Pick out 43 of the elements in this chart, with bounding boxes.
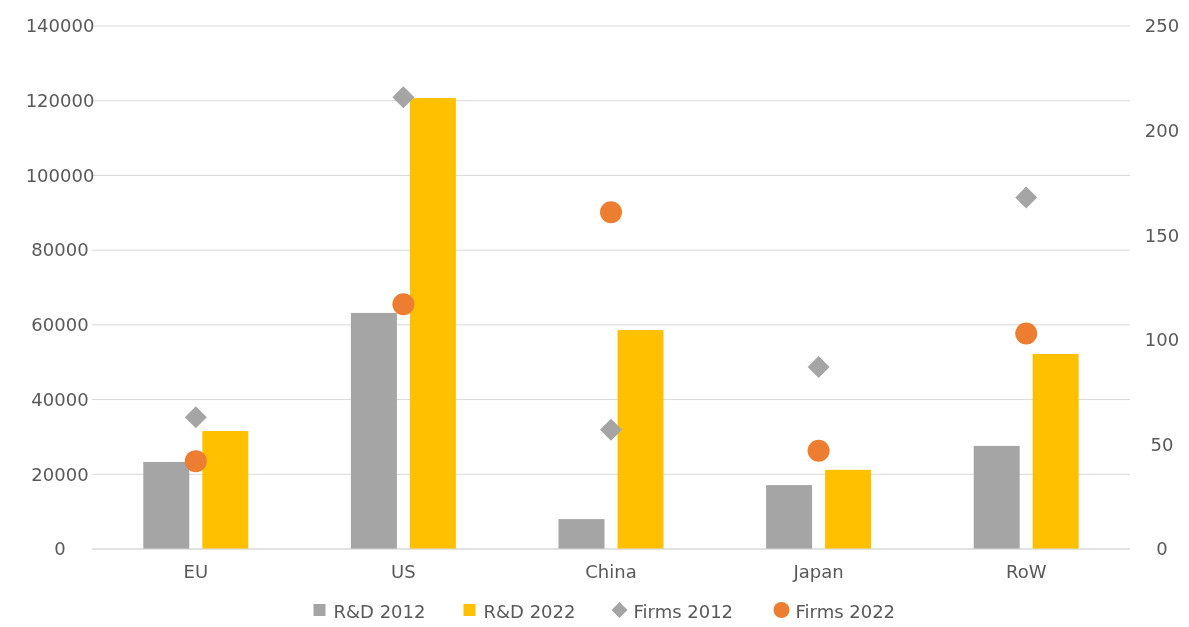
y-tick-label: 40000 <box>31 388 89 410</box>
x-tick-label: RoW <box>1005 561 1047 582</box>
y-tick-label: 120000 <box>25 90 95 112</box>
bar <box>1032 354 1079 549</box>
bar <box>973 445 1020 549</box>
x-tick-label: China <box>585 561 637 582</box>
legend-label: R&D 2012 <box>333 601 426 622</box>
y-tick-label: 80000 <box>31 239 89 261</box>
bar <box>143 461 190 549</box>
legend-label: R&D 2022 <box>483 601 576 622</box>
legend-label: Firms 2012 <box>633 601 734 622</box>
bar <box>558 519 605 549</box>
point <box>184 406 207 429</box>
y2-tick-label: 0 <box>1156 538 1168 560</box>
y-tick-label: 140000 <box>25 15 95 37</box>
x-tick-label: EU <box>183 561 209 582</box>
bar <box>350 312 397 549</box>
bar <box>202 430 249 549</box>
y2-tick-label: 250 <box>1144 15 1180 37</box>
y2-tick-label: 200 <box>1144 119 1180 141</box>
point <box>392 86 415 109</box>
bar <box>409 98 456 549</box>
y-tick-label: 20000 <box>31 463 89 485</box>
point <box>807 356 830 378</box>
point <box>600 201 622 224</box>
point <box>807 439 830 462</box>
legend-label: Firms 2022 <box>795 601 896 622</box>
point <box>1015 322 1038 345</box>
point <box>392 293 415 316</box>
bar <box>766 485 813 549</box>
point <box>1015 186 1038 209</box>
bar <box>617 330 664 549</box>
y-tick-label: 0 <box>54 538 66 560</box>
x-tick-label: Japan <box>792 561 844 582</box>
bar <box>825 469 872 549</box>
point <box>600 418 622 441</box>
y2-tick-label: 150 <box>1144 224 1180 246</box>
point <box>184 450 207 473</box>
x-tick-label: US <box>391 561 416 582</box>
y-tick-label: 100000 <box>25 164 95 186</box>
y2-tick-label: 50 <box>1150 433 1174 455</box>
y-tick-label: 60000 <box>31 314 89 336</box>
y2-tick-label: 100 <box>1144 329 1180 351</box>
